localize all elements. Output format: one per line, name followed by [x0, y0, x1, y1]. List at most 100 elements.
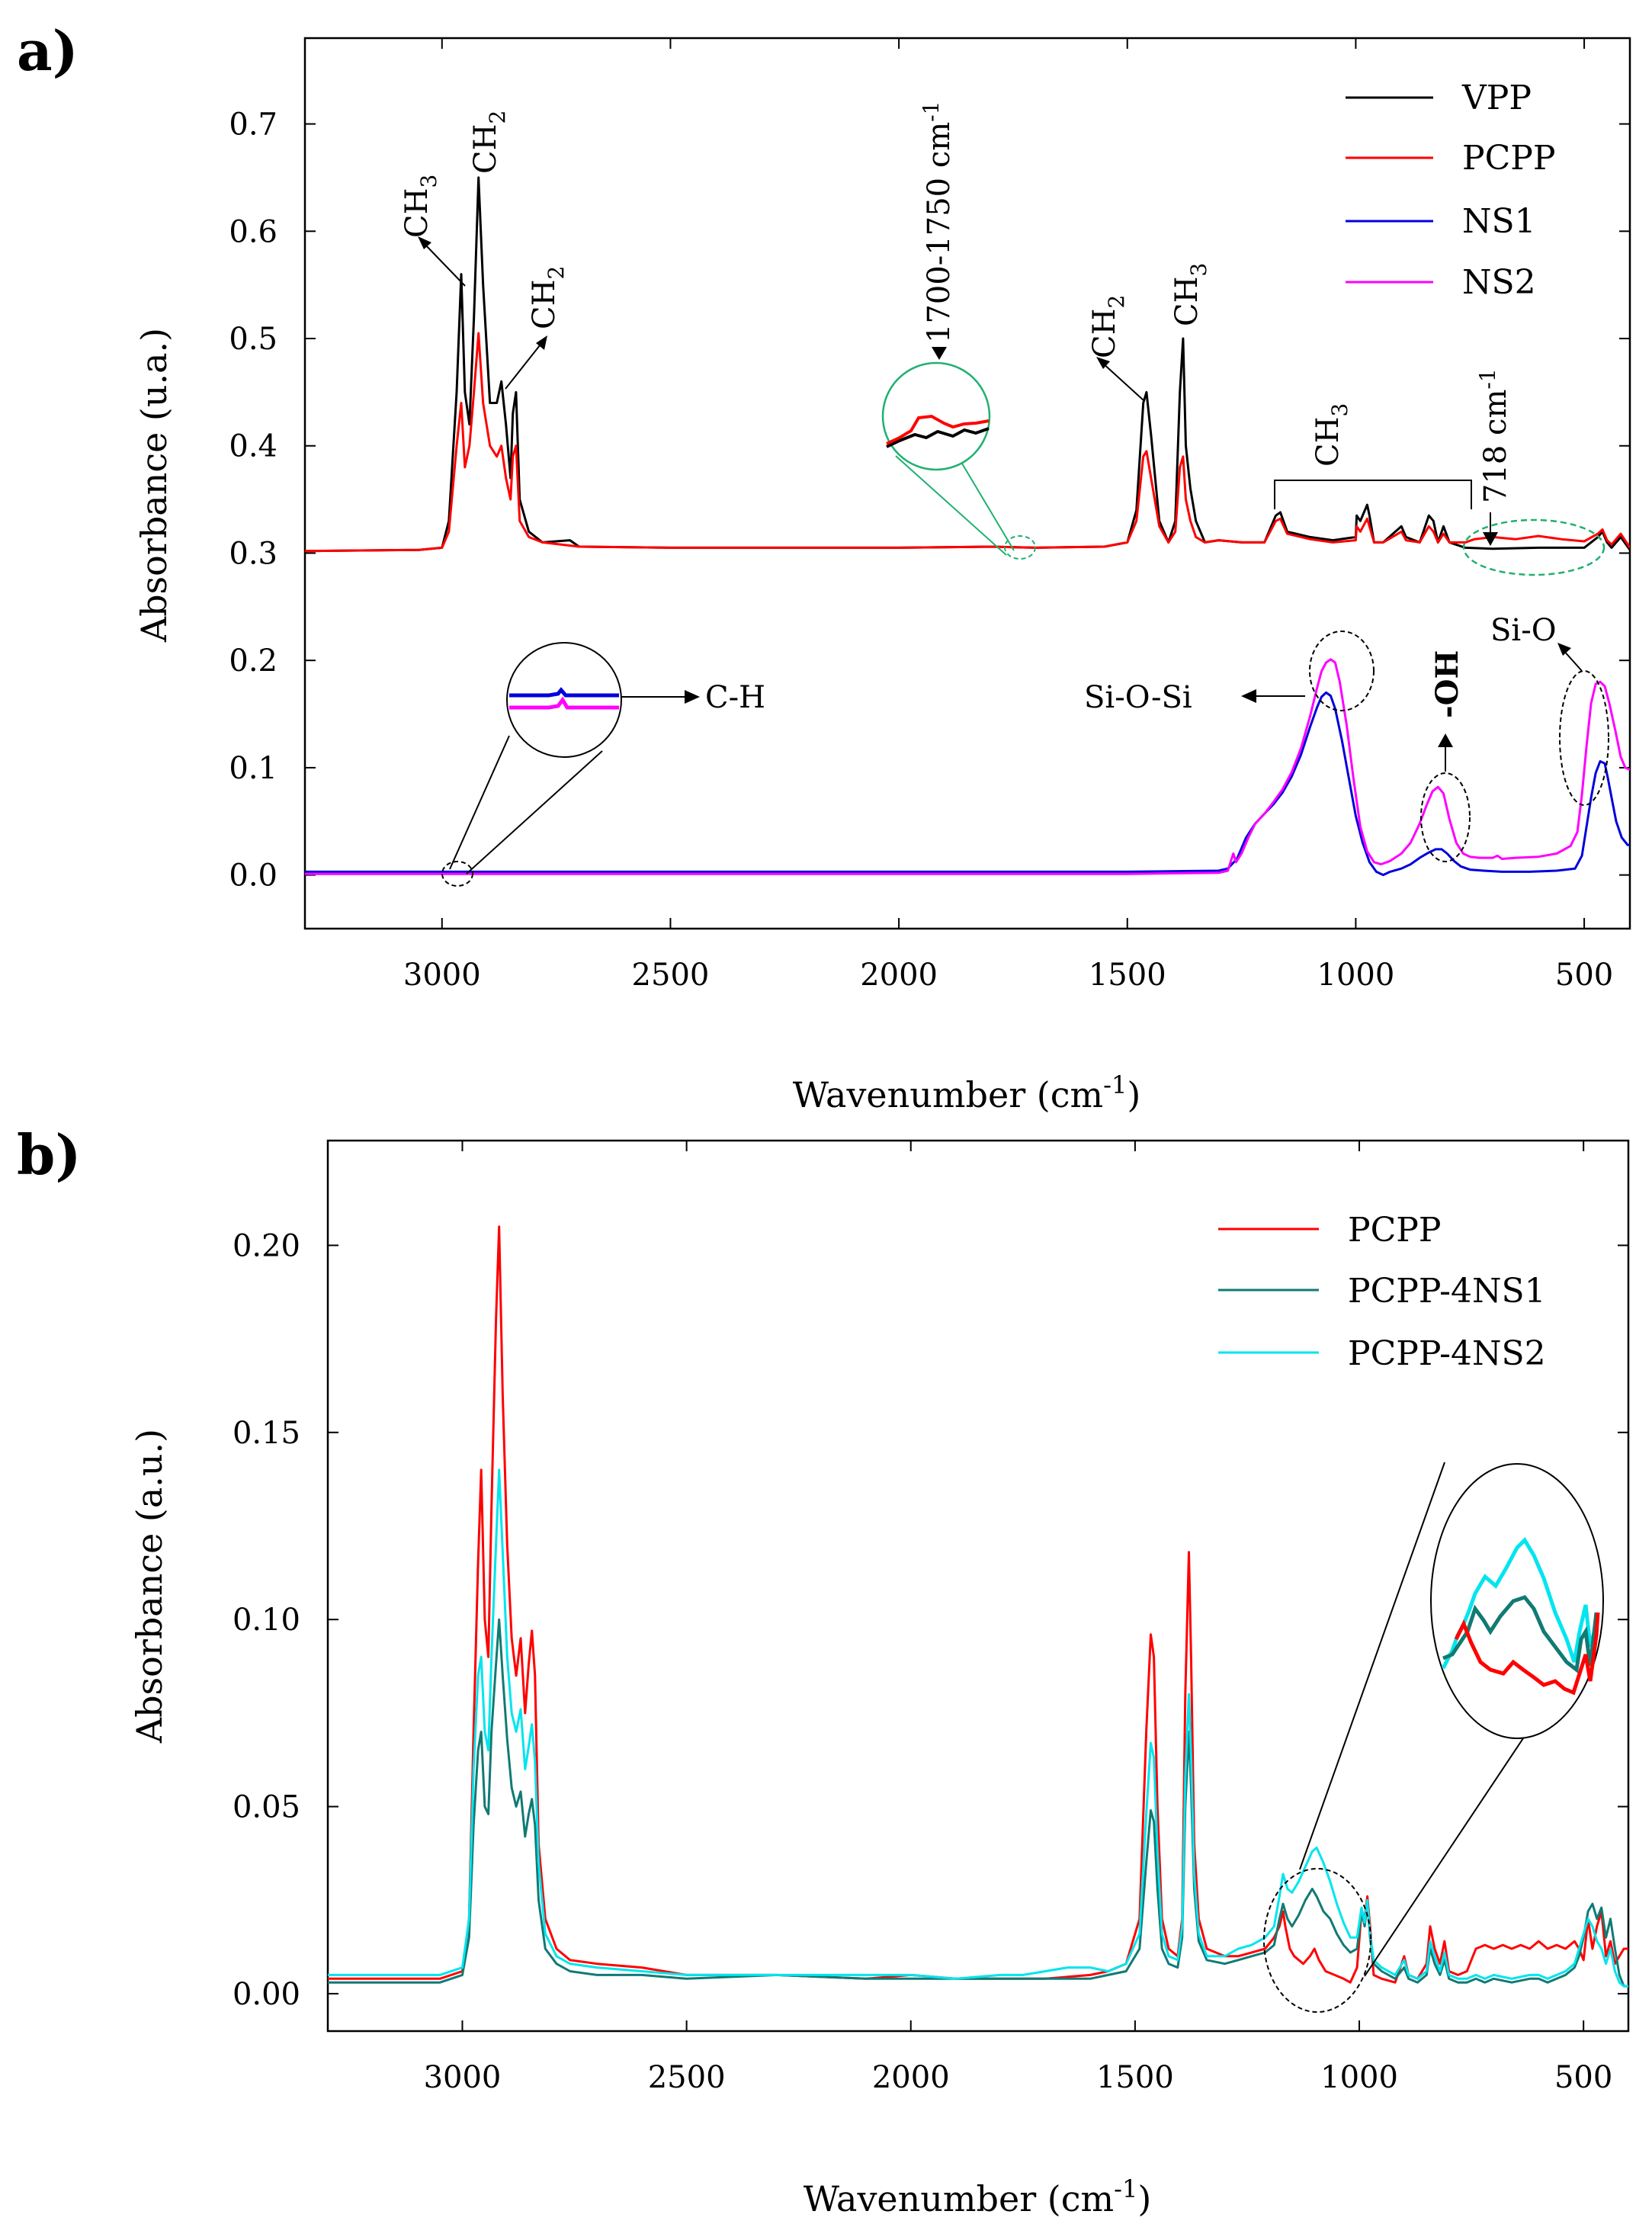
panel-a-ytick-label-4: 0.4	[229, 429, 277, 464]
arrow-sio	[1562, 649, 1583, 672]
annot-sio: Si-O	[1490, 613, 1557, 648]
panel-a-series-ns2	[305, 658, 1630, 875]
arrow-ch2-right	[505, 341, 544, 390]
annot-ch2-top: CH2	[468, 111, 510, 174]
panel-a-ytick-label-2: 0.2	[229, 643, 277, 679]
panel-b-ytick-label-2: 0.10	[233, 1603, 300, 1638]
panel-b-axes: 3000 2500 2000 1500 1000 500 0.00 0.05 0.10 0.15 0…	[233, 1141, 1628, 2095]
panel-b-ytick-label-3: 0.15	[233, 1416, 300, 1451]
annot-ch3-left: CH3	[399, 175, 441, 238]
inset-zoom-1700	[881, 361, 991, 471]
panel-b-series-pcpp-4ns1	[328, 1618, 1628, 1988]
panel-b-xtick-label-3000: 3000	[424, 2060, 502, 2095]
legend-label-pcpp-4ns1: PCPP-4NS1	[1348, 1272, 1546, 1311]
panel-a-series-vpp	[305, 176, 1630, 553]
panel-a-xtick-label-1000: 1000	[1317, 958, 1395, 993]
annot-siosi: Si-O-Si	[1084, 680, 1192, 715]
arrowhead-ch3-left	[418, 236, 431, 249]
panel-a-ytick-label-1: 0.1	[229, 751, 277, 786]
legend-label-ns1: NS1	[1462, 202, 1536, 241]
inset-1700-connector-2	[961, 463, 1015, 551]
marker-ch-ellipse	[441, 861, 473, 887]
legend-label-pcpp-b: PCPP	[1348, 1211, 1441, 1250]
panel-a-xtick-label-1500: 1500	[1089, 958, 1166, 993]
arrowhead-ch2-mid	[1096, 357, 1110, 369]
inset-ch-connector-2	[466, 750, 603, 874]
panel-b-series-pcpp-4ns2	[328, 1468, 1628, 1988]
inset-b-connector	[1299, 1462, 1445, 1870]
panel-a-series	[305, 176, 1630, 877]
legend-label-ns2: NS2	[1462, 263, 1536, 302]
panel-b-xtick-label-2500: 2500	[648, 2060, 726, 2095]
marker-siosi-ellipse	[1309, 631, 1375, 711]
panel-a-ylabel: Absorbance (u.a.)	[133, 328, 175, 643]
inset-b-4ns2	[1441, 1536, 1599, 1670]
panel-b-label: b)	[17, 1122, 81, 1187]
arrowhead-oh	[1438, 733, 1453, 747]
panel-a-series-ns1	[305, 691, 1630, 877]
panel-b-xtick-label-500: 500	[1554, 2060, 1612, 2095]
panel-b-ytick-label-0: 0.00	[233, 1977, 300, 2012]
panel-b-xtick-label-2000: 2000	[872, 2060, 950, 2095]
panel-b-frame	[326, 1139, 1630, 2033]
arrowhead-718	[1483, 532, 1498, 546]
inset-b-pcpp	[1454, 1612, 1600, 1696]
inset-ch-ns2	[509, 696, 619, 710]
panel-a-ytick-label-5: 0.5	[229, 322, 277, 357]
panel-b-xtick-label-1500: 1500	[1096, 2060, 1174, 2095]
panel-a-series-pcpp	[305, 332, 1630, 553]
panel-a-xtick-label-2500: 2500	[632, 958, 710, 993]
panel-a-frame	[303, 37, 1631, 930]
panel-a-ytick-label-0: 0.0	[229, 858, 277, 894]
panel-b-ytick-label-4: 0.20	[233, 1228, 300, 1263]
arrow-ch2-mid	[1101, 361, 1144, 401]
legend-label-pcpp-4ns2: PCPP-4NS2	[1348, 1334, 1546, 1373]
panel-a-ytick-label-7: 0.7	[229, 108, 277, 143]
arrowhead-1700	[932, 347, 947, 360]
annot-ch: C-H	[705, 680, 765, 715]
panel-a-label: a)	[17, 18, 79, 83]
annot-ch3-mid: CH3	[1169, 263, 1211, 326]
marker-oh-ellipse	[1420, 772, 1471, 862]
marker-718-ellipse	[1462, 518, 1605, 576]
inset-ch-connector	[449, 735, 510, 870]
arrowhead-ch2-right	[536, 335, 547, 350]
marker-b-ellipse	[1263, 1868, 1371, 2013]
arrowhead-ch	[685, 690, 700, 704]
panel-b-series-pcpp	[328, 1225, 1628, 1984]
panel-b-inset	[1263, 1462, 1604, 2013]
inset-1700-connector	[895, 455, 1007, 556]
panel-a-ytick-label-3: 0.3	[229, 536, 277, 571]
panel-a-xtick-label-3000: 3000	[403, 958, 481, 993]
arrowhead-siosi	[1241, 689, 1256, 703]
arrowhead-sio	[1557, 643, 1571, 656]
panel-b-series	[328, 1225, 1628, 1988]
inset-1700-pcpp	[886, 414, 990, 445]
annot-oh: -OH	[1429, 650, 1465, 718]
legend-label-vpp: VPP	[1461, 79, 1532, 117]
annot-ch2-mid: CH2	[1087, 295, 1129, 358]
inset-1700-vpp	[886, 427, 990, 448]
panel-b-xlabel: Wavenumber (cm-1)	[804, 2174, 1152, 2219]
legend-label-pcpp: PCPP	[1462, 139, 1555, 178]
panel-a-xtick-label-2000: 2000	[860, 958, 938, 993]
arrow-ch3-left	[422, 242, 466, 287]
panel-b-xtick-label-1000: 1000	[1320, 2060, 1398, 2095]
panel-b-ytick-label-1: 0.05	[233, 1790, 300, 1825]
marker-sio-ellipse	[1559, 670, 1609, 806]
panel-a-xlabel: Wavenumber (cm-1)	[793, 1070, 1141, 1115]
panel-a-xtick-label-500: 500	[1555, 958, 1613, 993]
panel-b-ylabel: Absorbance (a.u.)	[129, 1429, 170, 1744]
panel-a-annotations: CH3 CH2 CH2 1700-1750 cm-1 CH2 CH3 CH3 7…	[399, 101, 1609, 887]
annot-718: 718 cm-1	[1475, 368, 1513, 503]
panel-a-legend: VPP PCPP NS1 NS2	[1346, 79, 1555, 302]
annot-ch2-right: CH2	[527, 266, 569, 329]
panel-a-ytick-label-6: 0.6	[229, 214, 277, 249]
panel-a-axes: 3000 2500 2000 1500 1000 500 0.0 0.1 0.2 0.3 0.4 0.…	[229, 38, 1630, 993]
panel-b-legend: PCPP PCPP-4NS1 PCPP-4NS2	[1218, 1211, 1546, 1373]
annot-ch3-group: CH3	[1310, 403, 1352, 467]
bracket-ch3-group	[1274, 480, 1472, 509]
marker-1700-ellipse	[1004, 535, 1036, 560]
inset-b-connector-2	[1364, 1724, 1533, 1977]
